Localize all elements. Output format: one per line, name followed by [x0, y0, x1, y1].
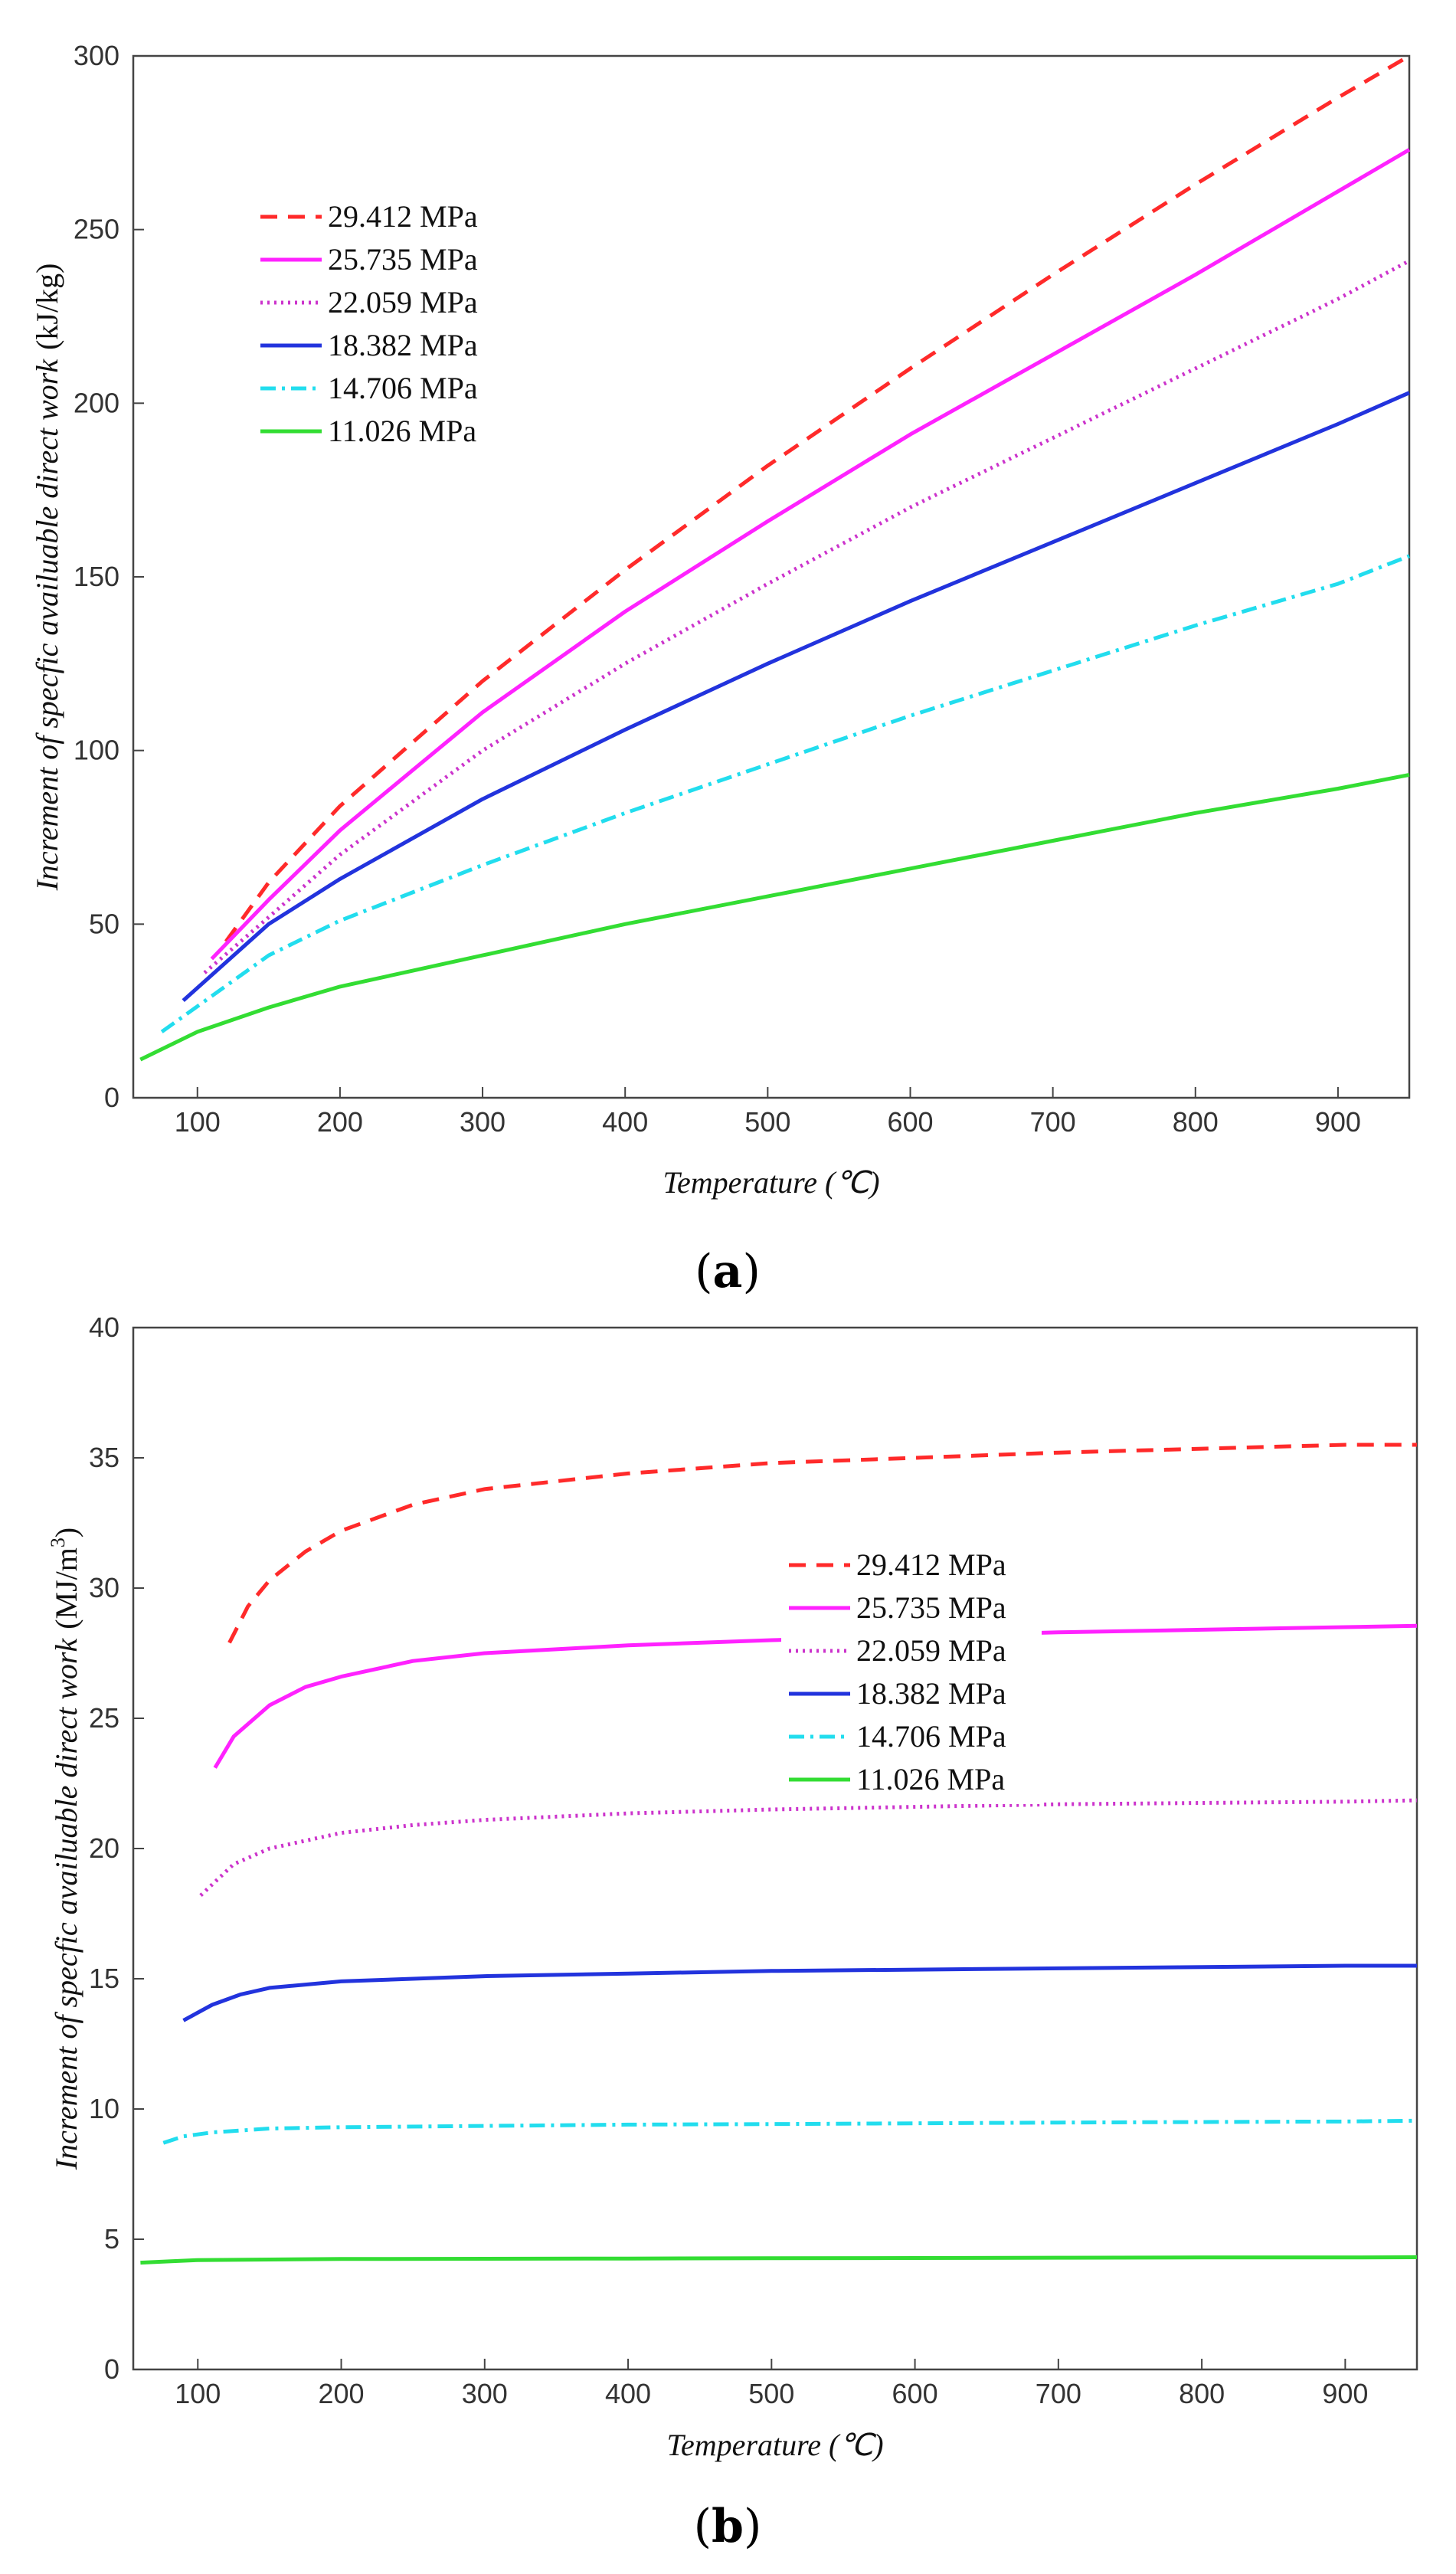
y-axis-unit-sup-b: 3 — [47, 1538, 69, 1547]
x-tick-label: 200 — [318, 2378, 364, 2409]
legend-label: 29.412 MPa — [328, 199, 478, 234]
x-tick-label: 600 — [887, 1106, 933, 1138]
x-tick-label: 500 — [744, 1106, 790, 1138]
series-line-11026 — [140, 2255, 1418, 2265]
x-tick-label: 300 — [462, 2378, 508, 2409]
y-tick-label: 0 — [104, 2353, 119, 2385]
legend-label: 11.026 MPa — [856, 1762, 1005, 1796]
legend-label: 22.059 MPa — [856, 1633, 1006, 1668]
series-layer-a — [139, 54, 1411, 1062]
y-tick-label: 0 — [104, 1082, 119, 1113]
y-tick-label: 300 — [74, 40, 119, 71]
y-tick-label: 200 — [74, 387, 119, 418]
y-tick-label: 10 — [89, 2093, 119, 2124]
x-tick-label: 200 — [317, 1106, 363, 1138]
series-line-14706 — [162, 2118, 1418, 2145]
series-line-14706 — [160, 554, 1410, 1033]
series-line-25735 — [213, 1623, 1418, 1769]
x-tick-label: 900 — [1315, 1106, 1361, 1138]
legend-label: 14.706 MPa — [328, 371, 478, 405]
y-tick-label: 250 — [74, 214, 119, 245]
y-axis-unit-b: (MJ/m — [49, 1547, 83, 1629]
panel-label-a-close: ) — [742, 1245, 760, 1298]
x-tick-label: 600 — [892, 2378, 938, 2409]
legend-label: 25.735 MPa — [328, 242, 478, 277]
panel-label-b-close: ) — [744, 2500, 761, 2553]
y-axis-title-a: Increment of specfic availuable direct w… — [30, 264, 64, 892]
x-axis-title-b: Temperature (℃) — [666, 2428, 883, 2462]
series-line-18382 — [182, 1963, 1417, 2022]
x-axis-title-a: Temperature (℃) — [663, 1165, 879, 1200]
series-line-29412 — [227, 1443, 1417, 1644]
y-tick-label: 5 — [104, 2223, 119, 2255]
series-line-11026 — [139, 772, 1410, 1062]
y-axis-title-b: Increment of specfic availuable direct w… — [47, 1528, 83, 2171]
panel-label-b: (b) — [694, 2500, 762, 2553]
chart-panel-a: 100 200 300 400 500 600 700 800 900 0 50 100 150 200… — [30, 40, 1411, 1298]
chart-panel-b: 100 200 300 400 500 600 700 800 900 051015202530… — [47, 1312, 1418, 2553]
legend-label: 22.059 MPa — [328, 285, 478, 319]
y-tick-label: 50 — [89, 908, 119, 939]
y-axis-title-main-b: Increment of specfic availuable direct w… — [49, 1638, 83, 2171]
y-tick-label: 15 — [89, 1963, 119, 1994]
x-tick-label: 700 — [1030, 1106, 1076, 1138]
series-line-22059 — [199, 1798, 1418, 1898]
legend-label: 25.735 MPa — [856, 1590, 1006, 1625]
x-tick-label: 800 — [1173, 1106, 1219, 1138]
legend-a: 29.412 MPa 25.735 MPa 22.059 MPa 18.382 MPa… — [260, 199, 478, 448]
y-tick-label: 25 — [89, 1702, 119, 1734]
plot-frame-b — [132, 1326, 1418, 2371]
x-ticks-a: 100 200 300 400 500 600 700 800 900 — [175, 1087, 1361, 1138]
panel-label-a-letter: a — [713, 1245, 743, 1298]
series-line-18382 — [182, 391, 1411, 1002]
y-axis-unit-a: (kJ/kg) — [30, 264, 64, 350]
legend-b: 29.412 MPa 25.735 MPa 22.059 MPa 18.382 MPa… — [781, 1541, 1042, 1804]
series-layer-b — [140, 1443, 1418, 2265]
x-tick-label: 300 — [460, 1106, 506, 1138]
legend-label: 14.706 MPa — [856, 1719, 1006, 1754]
y-tick-label: 20 — [89, 1832, 119, 1864]
legend-label: 11.026 MPa — [328, 414, 476, 448]
x-tick-label: 400 — [602, 1106, 648, 1138]
y-tick-label: 30 — [89, 1572, 119, 1603]
legend-background — [781, 1541, 1042, 1804]
legend-label: 18.382 MPa — [856, 1676, 1006, 1711]
y-tick-label: 150 — [74, 561, 119, 592]
legend-label: 29.412 MPa — [856, 1547, 1006, 1582]
x-tick-label: 900 — [1322, 2378, 1368, 2409]
y-axis-unit-close-b: ) — [49, 1528, 83, 1538]
y-axis-title-main-a: Increment of specfic availuable direct w… — [30, 359, 64, 892]
y-tick-label: 40 — [89, 1312, 119, 1343]
y-ticks-b: 0 5 10 15 20 25 30 35 40 — [89, 1312, 144, 2385]
panel-label-a-open: ( — [695, 1245, 712, 1298]
y-tick-label: 100 — [74, 735, 119, 766]
series-line-25735 — [210, 148, 1411, 961]
panel-label-b-open: ( — [694, 2500, 712, 2553]
x-tick-label: 800 — [1179, 2378, 1225, 2409]
x-tick-label: 400 — [605, 2378, 651, 2409]
x-tick-label: 100 — [175, 2378, 221, 2409]
x-tick-label: 100 — [175, 1106, 221, 1138]
x-tick-label: 700 — [1036, 2378, 1081, 2409]
legend-label: 18.382 MPa — [328, 328, 478, 362]
x-ticks-b: 100 200 300 400 500 600 700 800 900 — [175, 2359, 1368, 2409]
series-line-29412 — [224, 54, 1411, 943]
y-ticks-a: 0 50 100 150 200 250 300 — [74, 40, 144, 1113]
panel-label-b-letter: b — [712, 2500, 744, 2553]
x-tick-label: 500 — [748, 2378, 794, 2409]
y-tick-label: 35 — [89, 1442, 119, 1473]
panel-label-a: (a) — [695, 1245, 761, 1298]
plot-frame-a — [132, 54, 1411, 1099]
